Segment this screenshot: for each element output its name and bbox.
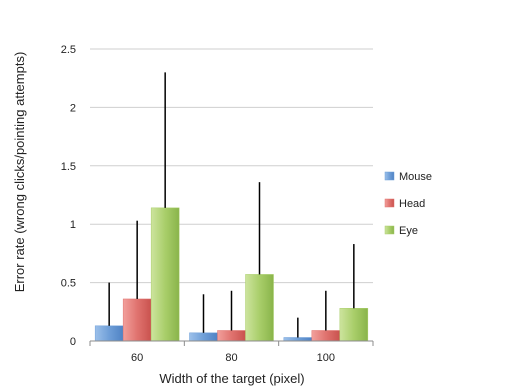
- legend-label-eye: Eye: [399, 225, 418, 237]
- bar-eye-80: [245, 274, 274, 342]
- x-tick-label: 80: [225, 352, 237, 364]
- x-axis-title: Width of the target (pixel): [159, 371, 304, 386]
- legend-swatch-eye: [384, 225, 395, 235]
- bar-mouse-100: [283, 337, 313, 342]
- bar-eye-100: [339, 308, 369, 342]
- bar-eye-60: [150, 207, 180, 342]
- legend-swatch-head: [384, 198, 395, 208]
- y-tick-label: 1: [70, 219, 76, 231]
- bar-mouse-80: [189, 332, 218, 342]
- y-tick-label: 0.5: [61, 278, 76, 290]
- y-axis-title: Error rate (wrong clicks/pointing attemp…: [12, 52, 27, 293]
- x-tick-label: 100: [317, 352, 335, 364]
- x-axis-tick-labels: 60 80 100: [131, 352, 335, 364]
- error-bars: [108, 72, 355, 338]
- y-tick-label: 2.5: [61, 44, 76, 56]
- legend: Mouse Head Eye: [384, 171, 432, 237]
- bars: [94, 207, 369, 342]
- x-tick-label: 60: [131, 352, 143, 364]
- y-axis-tick-labels: 0 0.5 1 1.5 2 2.5: [61, 44, 76, 348]
- gridlines: [90, 48, 373, 284]
- legend-label-head: Head: [399, 198, 425, 210]
- legend-label-mouse: Mouse: [399, 171, 432, 183]
- bar-head-100: [311, 330, 341, 342]
- y-tick-label: 2: [70, 102, 76, 114]
- bar-head-80: [217, 330, 246, 342]
- x-axis: [89, 340, 374, 346]
- bar-mouse-60: [94, 325, 124, 342]
- legend-swatch-mouse: [384, 171, 395, 181]
- y-tick-label: 0: [70, 336, 76, 348]
- bar-head-60: [122, 298, 152, 342]
- y-tick-label: 1.5: [61, 161, 76, 173]
